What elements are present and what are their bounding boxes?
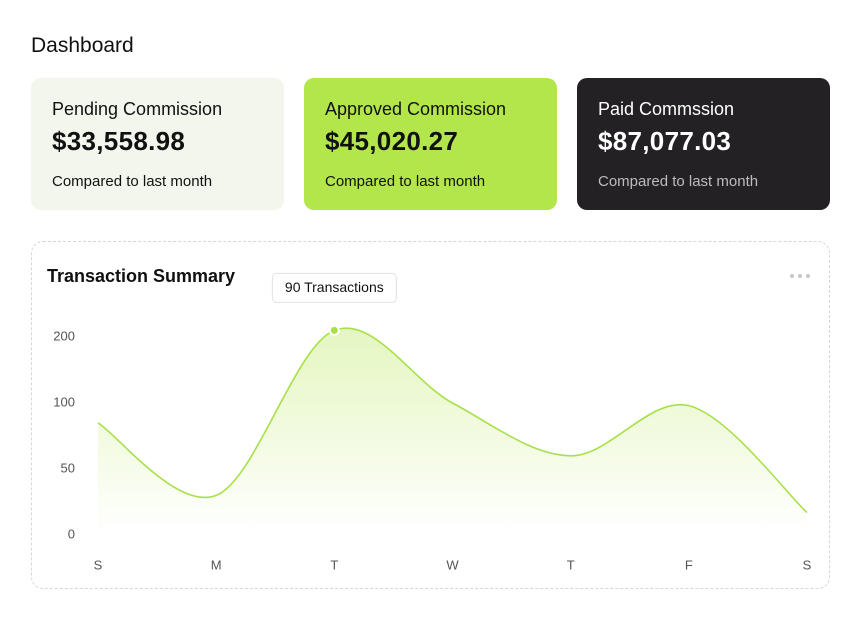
y-tick-label: 200 [53, 328, 75, 343]
card-title: Approved Commission [325, 99, 507, 119]
tooltip-text: 90 Transactions [285, 279, 384, 295]
x-tick-label: T [567, 557, 575, 572]
tooltip: 90 Transactions [271, 272, 397, 303]
more-menu[interactable] [790, 274, 810, 278]
card[interactable]: Approved Commission $45,020.27 Compared … [304, 78, 557, 210]
card-title: Pending Commission [52, 99, 223, 119]
chart-title: Transaction Summary [47, 266, 235, 286]
card-note: Compared to last month [52, 173, 213, 190]
page-title: Dashboard [31, 34, 134, 57]
x-tick-label: F [685, 557, 693, 572]
y-tick-label: 0 [68, 526, 75, 541]
x-tick-label: M [211, 557, 222, 572]
line [97, 327, 808, 514]
card-title: Paid Commssion [598, 99, 735, 119]
card[interactable]: Pending Commission $33,558.98 Compared t… [31, 78, 284, 210]
card-note: Compared to last month [598, 173, 759, 190]
y-tick-label: 50 [61, 460, 75, 475]
card-amount: $33,558.98 [52, 126, 186, 156]
card[interactable]: Paid Commssion $87,077.03 Compared to la… [577, 78, 830, 210]
card-amount: $87,077.03 [598, 126, 732, 156]
tooltip-box [271, 272, 397, 303]
highlight-point [328, 324, 340, 336]
area-shading [98, 328, 807, 535]
card-note: Compared to last month [325, 173, 486, 190]
x-tick-label: W [446, 557, 459, 572]
x-tick-label: T [330, 557, 338, 572]
card-amount: $45,020.27 [325, 126, 459, 156]
x-tick-label: S [94, 557, 103, 572]
y-tick-label: 100 [53, 394, 75, 409]
x-tick-label: S [803, 557, 812, 572]
chart-panel [31, 241, 830, 589]
